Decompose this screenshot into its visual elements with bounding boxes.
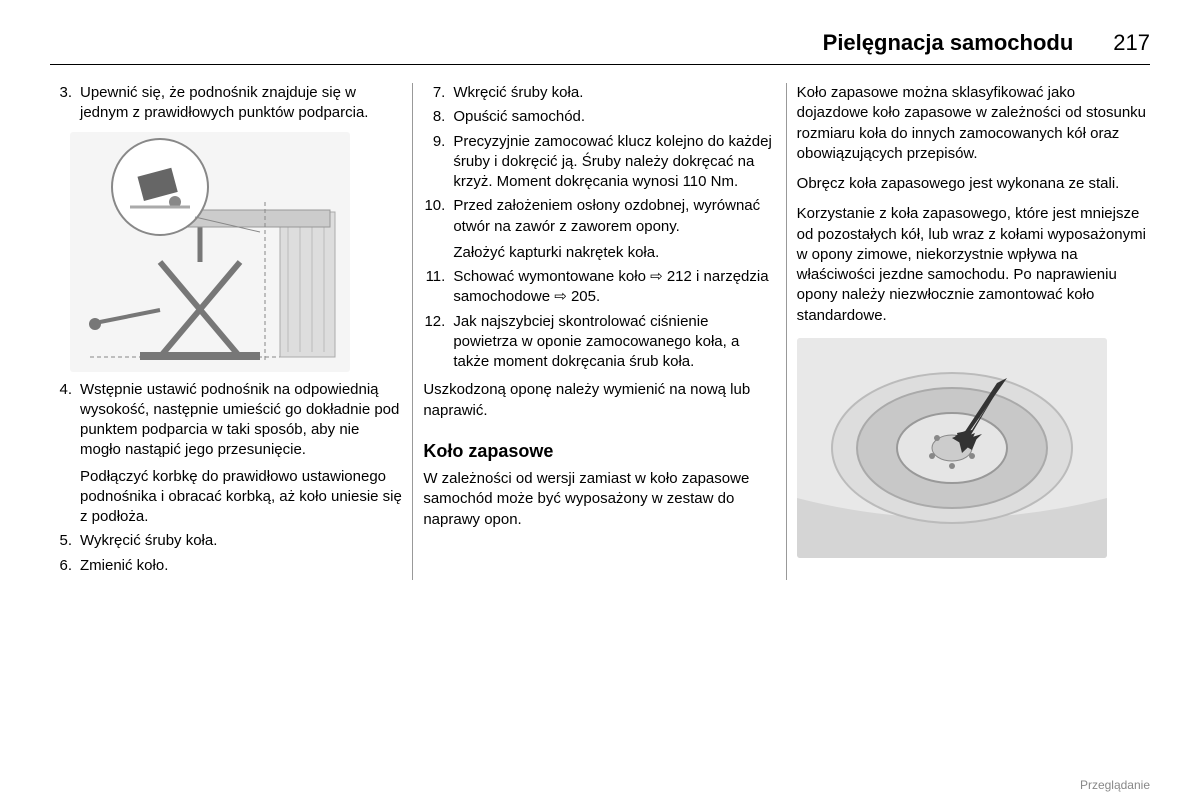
list-item: 6. Zmienić koło. [50, 556, 403, 576]
list-item: 4. Wstępnie ustawić podnośnik na odpowie… [50, 380, 403, 528]
list-number: 12. [423, 312, 453, 373]
list-number: 4. [50, 380, 80, 528]
list-number: 11. [423, 267, 453, 308]
content-columns: 3. Upewnić się, że podnośnik znajduje si… [50, 83, 1150, 580]
jack-svg [70, 132, 350, 372]
list-text: Zmienić koło. [80, 556, 403, 576]
list-item: 12. Jak najszybciej skontrolować ciśnien… [423, 312, 776, 373]
list-item: 11. Schować wymontowane koło ⇨ 212 i nar… [423, 267, 776, 308]
spare-wheel-illustration [797, 338, 1107, 558]
list-item: 8. Opuścić samochód. [423, 107, 776, 127]
list-item: 5. Wykręcić śruby koła. [50, 531, 403, 551]
list-text: Wkręcić śruby koła. [453, 83, 776, 103]
list-text: Wstępnie ustawić podnośnik na odpowiedni… [80, 380, 403, 528]
list-number: 3. [50, 83, 80, 124]
list-number: 6. [50, 556, 80, 576]
header-title: Pielęgnacja samochodu [823, 30, 1074, 56]
list-text: Schować wymontowane koło ⇨ 212 i narzędz… [453, 267, 776, 308]
paragraph: Uszkodzoną oponę należy wymienić na nową… [423, 380, 776, 421]
list-number: 9. [423, 132, 453, 193]
list-subtext: Założyć kapturki nakrętek koła. [453, 243, 776, 263]
paragraph: Korzystanie z koła zapasowego, które jes… [797, 204, 1150, 326]
footer-text: Przeglądanie [1080, 778, 1150, 792]
list-number: 8. [423, 107, 453, 127]
list-text: Wykręcić śruby koła. [80, 531, 403, 551]
list-text: Precyzyjnie zamocować klucz kolejno do k… [453, 132, 776, 193]
paragraph: Koło zapasowe można sklasyfikować jako d… [797, 83, 1150, 164]
paragraph: W zależności od wersji zamiast w koło za… [423, 469, 776, 530]
list-item: 3. Upewnić się, że podnośnik znajduje si… [50, 83, 403, 124]
paragraph: Obręcz koła zapasowego jest wykonana ze … [797, 174, 1150, 194]
section-title-spare-wheel: Koło zapasowe [423, 439, 776, 463]
list-item: 10. Przed założeniem osłony ozdobnej, wy… [423, 196, 776, 263]
jack-illustration [70, 132, 350, 372]
header-page-number: 217 [1113, 30, 1150, 56]
list-text: Przed założeniem osłony ozdobnej, wyrówn… [453, 196, 776, 263]
list-number: 10. [423, 196, 453, 263]
column-1: 3. Upewnić się, że podnośnik znajduje si… [50, 83, 403, 580]
page-header: Pielęgnacja samochodu 217 [50, 30, 1150, 65]
column-3: Koło zapasowe można sklasyfikować jako d… [797, 83, 1150, 580]
column-2: 7. Wkręcić śruby koła. 8. Opuścić samoch… [423, 83, 776, 580]
list-text: Jak najszybciej skontrolować ciśnienie p… [453, 312, 776, 373]
list-number: 5. [50, 531, 80, 551]
wheel-svg [797, 338, 1107, 558]
list-item: 9. Precyzyjnie zamocować klucz kolejno d… [423, 132, 776, 193]
list-text: Opuścić samochód. [453, 107, 776, 127]
list-number: 7. [423, 83, 453, 103]
list-text: Upewnić się, że podnośnik znajduje się w… [80, 83, 403, 124]
list-item: 7. Wkręcić śruby koła. [423, 83, 776, 103]
list-subtext: Podłączyć korbkę do prawidłowo ustawione… [80, 467, 403, 528]
